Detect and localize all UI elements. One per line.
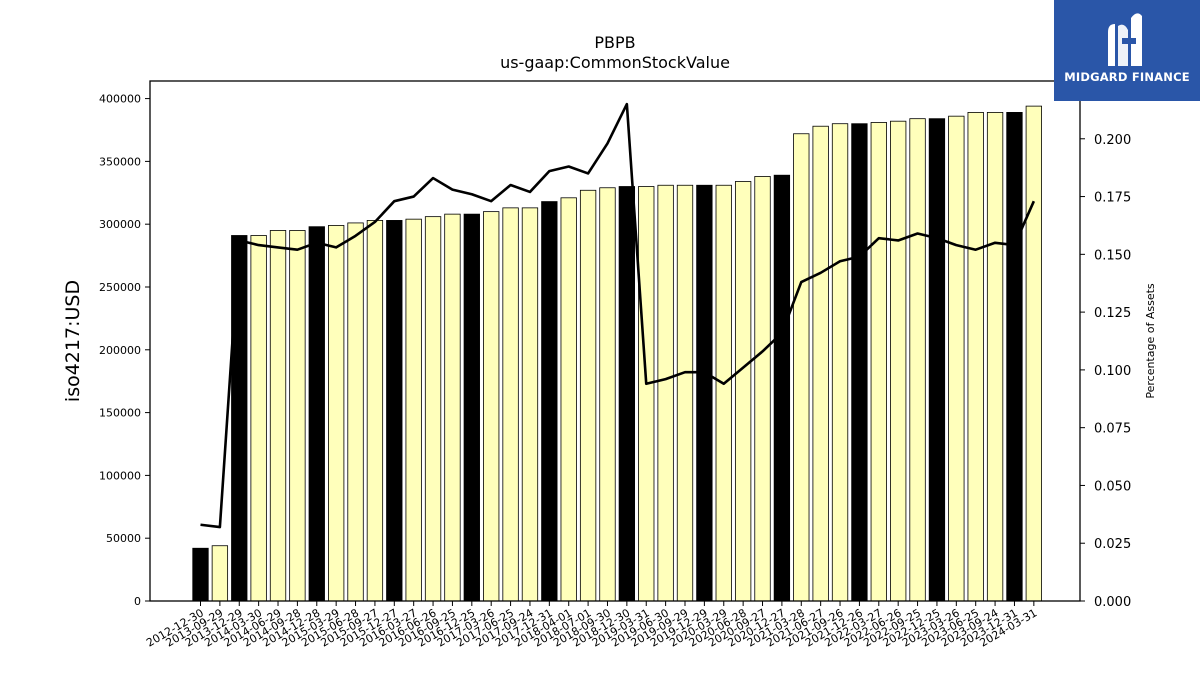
bar [870,122,887,602]
bar [347,222,364,602]
bar [696,184,713,602]
right-axis: 0.000 0.025 0.050 0.075 0.100 0.125 0.150 0.175… [1080,133,1131,610]
left-axis: 0 50000 100000 150000 200000 250000 300000 3500… [99,93,150,608]
left-tick-label: 50000 [106,532,141,545]
bar [386,220,403,602]
right-tick-label: 0.175 [1094,191,1131,206]
bar [657,184,674,602]
bar [328,225,345,602]
left-tick-label: 250000 [99,281,141,294]
bar [463,213,480,602]
bar [599,187,616,602]
left-tick-label: 0 [134,595,141,608]
bar [192,547,209,602]
bar [366,220,384,602]
bar [618,186,636,602]
right-tick-label: 0.100 [1094,364,1131,379]
bar [405,218,422,602]
bar [715,184,732,602]
bar [986,112,1004,602]
bar [909,118,926,602]
bar [967,112,984,602]
bar [521,207,539,602]
bars-group [192,105,1042,602]
bar [211,545,229,602]
bar [502,207,519,602]
bar [560,197,577,602]
bar [638,186,655,602]
bar [579,189,597,602]
bar [1025,105,1042,602]
bar [1006,112,1023,602]
right-tick-label: 0.075 [1094,422,1131,437]
bar [928,118,946,602]
left-tick-label: 200000 [99,344,141,357]
right-tick-label: 0.125 [1094,306,1131,321]
x-axis: 2012-12-302013-09-292013-12-292014-03-30… [144,601,1039,650]
plot-frame [149,80,1081,602]
bar [734,181,752,602]
right-tick-label: 0.050 [1094,479,1131,494]
brand-logo: MIDGARD FINANCE [1054,0,1200,101]
bar [231,235,248,602]
bar [424,216,442,602]
bar [754,176,771,602]
bar [308,226,325,602]
bar [676,184,694,602]
left-tick-label: 150000 [99,407,141,420]
bar [831,123,849,602]
bar [444,213,461,602]
left-axis-label: iso4217:USD [62,280,84,402]
chart-subtitle: us-gaap:CommonStockValue [500,53,730,72]
right-tick-label: 0.025 [1094,537,1131,552]
brand-mark-icon [1108,13,1142,67]
brand-logo-text: MIDGARD FINANCE [1064,70,1190,84]
chart-title: PBPB [594,33,635,52]
bar [773,174,791,602]
bar [250,235,267,602]
left-tick-label: 400000 [99,93,141,106]
left-tick-label: 300000 [99,218,141,231]
bar [289,230,306,602]
bar [541,201,558,602]
left-tick-label: 350000 [99,155,141,168]
bar [890,120,907,602]
ratio-line [200,102,1036,529]
bar [269,230,287,602]
right-tick-label: 0.150 [1094,248,1131,263]
bar [483,211,500,602]
left-tick-label: 100000 [99,469,141,482]
bar [948,115,965,602]
bar [851,123,868,602]
right-axis-label: Percentage of Assets [1144,283,1157,399]
right-tick-label: 0.200 [1094,133,1131,148]
bar [793,133,810,602]
right-tick-label: 0.000 [1094,595,1131,610]
bar [812,125,829,602]
